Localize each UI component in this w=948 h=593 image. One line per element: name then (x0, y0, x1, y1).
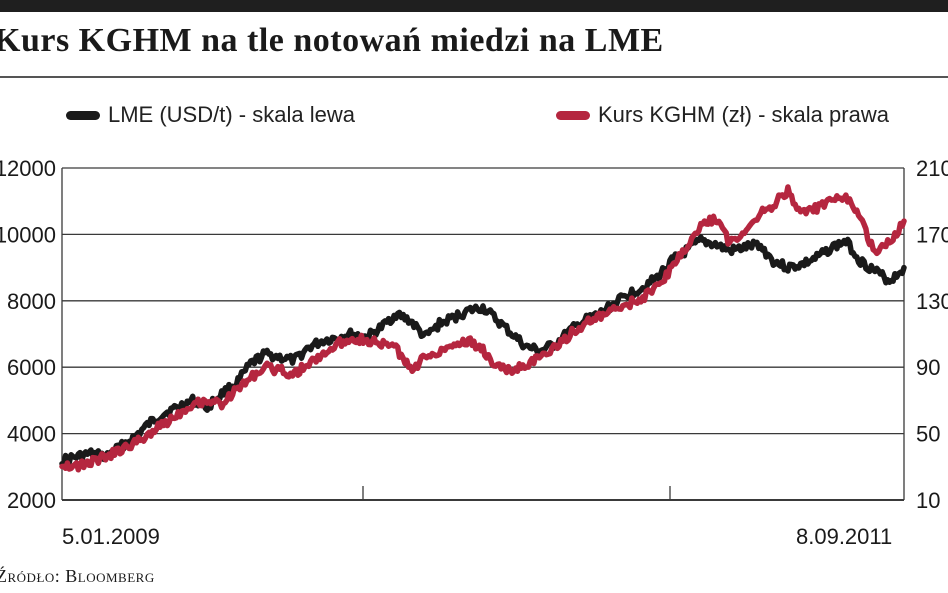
y-right-tick-label-10: 10 (916, 488, 940, 513)
legend-label-kghm: Kurs KGHM (zł) - skala prawa (598, 102, 889, 127)
y-left-tick-label-12000: 12000 (0, 156, 56, 181)
y-left-tick-label-2000: 2000 (7, 488, 56, 513)
y-left-tick-label-6000: 6000 (7, 355, 56, 380)
y-right-tick-label-210: 210 (916, 156, 948, 181)
y-right-tick-label-130: 130 (916, 289, 948, 314)
x-axis-start-date: 5.01.2009 (62, 524, 160, 549)
legend-swatch-kghm (556, 110, 590, 120)
top-bar (0, 0, 948, 12)
x-axis-end-date: 8.09.2011 (796, 524, 893, 549)
y-right-tick-label-170: 170 (916, 222, 948, 247)
title-divider (0, 76, 948, 78)
legend-item-lme: LME (USD/t) - skala lewa (66, 98, 355, 132)
chart-title: Kurs KGHM na tle notowań miedzi na LME (0, 22, 664, 59)
y-left-tick-label-10000: 10000 (0, 222, 56, 247)
y-right-tick-label-90: 90 (916, 355, 940, 380)
y-left-tick-label-4000: 4000 (7, 422, 56, 447)
legend-item-kghm: Kurs KGHM (zł) - skala prawa (556, 98, 889, 132)
series-line-kghm (59, 184, 907, 473)
y-left-tick-label-8000: 8000 (7, 289, 56, 314)
y-right-tick-label-50: 50 (916, 422, 940, 447)
source-note: Źródło: Bloomberg (0, 566, 155, 586)
legend-label-lme: LME (USD/t) - skala lewa (108, 102, 355, 127)
legend-swatch-lme (66, 110, 100, 120)
